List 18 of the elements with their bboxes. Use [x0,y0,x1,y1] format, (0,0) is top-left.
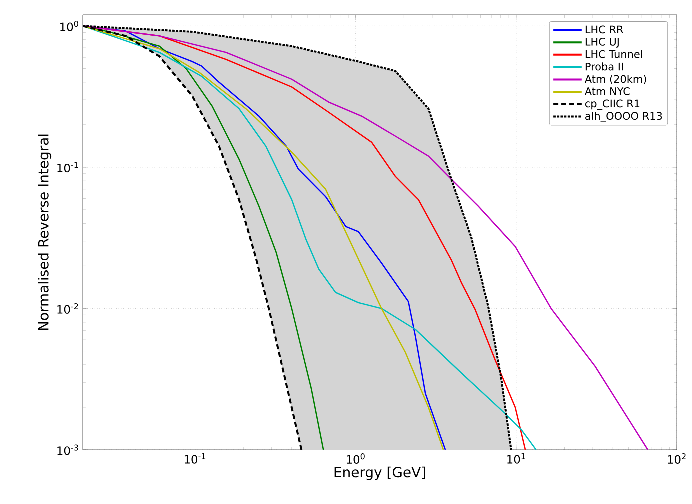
y-tick-label: 10$^{-3}$ [58,444,78,456]
x-axis-title: Energy [GeV] [334,466,426,480]
legend-label: LHC RR [586,26,624,34]
y-tick-label: 10$^{0}$ [60,20,78,32]
x-tick-label: 10$^{1}$ [508,454,526,464]
y-tick-label: 10$^{-2}$ [58,304,78,314]
x-tick-label: 10$^{0}$ [347,454,365,464]
legend-label: Atm NYC [584,88,630,96]
legend-label: LHC UJ [586,38,619,48]
legend-label: Atm (20km) [584,75,646,84]
legend-label: alh_OOOO R13 [586,112,662,122]
legend-label: LHC Tunnel [586,50,642,58]
x-tick-label: 10$^{-1}$ [184,454,206,464]
legend-label: cp_CIIC R1 [585,100,640,110]
x-tick-label: 10$^{2}$ [668,454,686,464]
y-tick-label: 10$^{-1}$ [58,162,78,173]
y-axis-title: Normalised Reverse Integral [38,134,52,330]
legend-label: Proba II [586,62,624,71]
